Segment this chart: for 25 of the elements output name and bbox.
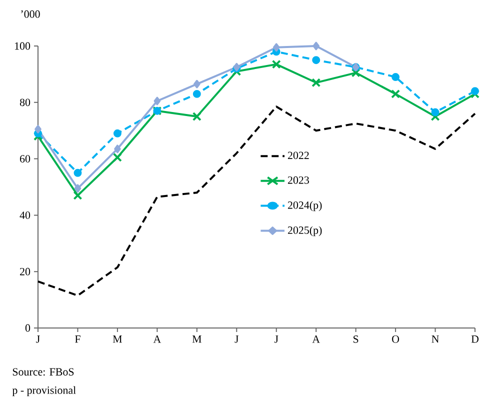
x-tick-label: A [153,336,162,343]
x-tick-label: A [312,336,320,343]
x-tick-label: N [432,336,439,343]
text: p - provisional [12,386,76,396]
y-axis-title: ’000 [21,10,40,18]
legend-label: 2024(p) [288,201,322,212]
x-tick-label: O [392,336,400,343]
y-tick-label: 60 [20,155,30,162]
y-tick-label: 20 [20,268,30,276]
x-tick-label: J [274,336,278,343]
legend-label: 2025(p) [288,226,322,236]
x-tick-label: J [36,336,40,343]
y-tick-label: 0 [25,324,30,332]
x-tick-label: M [112,336,122,343]
legend-label: 2022 [288,152,309,160]
y-tick-label: 40 [20,212,30,219]
source-note: Source: FBoS [12,368,74,376]
x-tick-label: F [74,336,80,343]
x-tick-label: J [234,336,239,343]
y-tick-label: 80 [20,98,30,106]
x-tick-label: D [471,336,479,343]
legend-label: 2023 [288,176,309,184]
x-tick-label: M [192,336,202,343]
y-tick-label: 100 [15,42,30,50]
x-tick-label: S [354,336,358,343]
